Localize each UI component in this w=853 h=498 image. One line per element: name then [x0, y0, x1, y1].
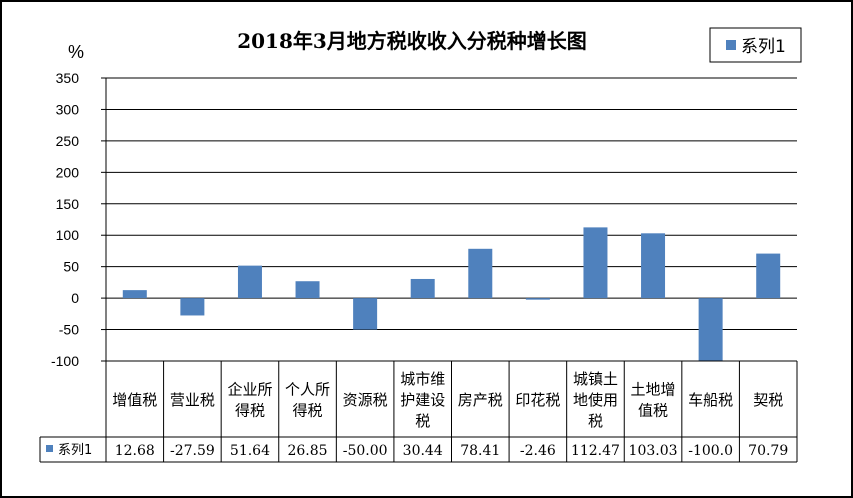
y-tick-label: 200: [56, 164, 80, 180]
bar: [353, 298, 378, 330]
data-label: 103.03: [629, 443, 678, 459]
gridlines: [101, 77, 797, 362]
x-tick-label: 土地增: [631, 381, 676, 399]
x-tick-label: 税: [588, 412, 603, 430]
x-tick-label: 印花税: [515, 391, 560, 409]
bar: [583, 227, 608, 299]
bar: [237, 265, 262, 299]
y-tick-label: -100: [51, 353, 79, 369]
x-tick-label: 车船税: [688, 391, 733, 409]
legend-label: 系列1: [741, 37, 786, 57]
data-label: 30.44: [403, 443, 443, 459]
y-tick-label: -50: [59, 322, 79, 338]
bar: [525, 298, 550, 300]
x-tick-label: 得税: [293, 402, 323, 420]
y-tick-label: 100: [56, 227, 80, 243]
data-label: 112.47: [571, 443, 620, 459]
bars: [122, 227, 781, 361]
bar: [122, 290, 147, 299]
x-tick-label: 营业税: [170, 391, 215, 409]
bar: [468, 248, 493, 299]
y-axis-unit: %: [68, 42, 84, 62]
x-tick-label: 契税: [753, 391, 783, 409]
x-tick-label: 企业所: [227, 381, 272, 399]
y-tick-label: 50: [63, 259, 79, 275]
legend: 系列1: [709, 27, 802, 63]
x-tick-label: 资源税: [343, 391, 388, 409]
x-tick-label: 增值税: [112, 391, 157, 409]
x-tick-label: 护建设: [400, 391, 445, 409]
data-label: -50.00: [343, 443, 388, 459]
x-tick-label: 得税: [235, 402, 265, 420]
x-tick-label: 地使用: [573, 391, 618, 409]
x-tick-label: 城镇土: [573, 370, 618, 388]
data-label: -2.46: [520, 443, 556, 459]
bar: [180, 298, 205, 316]
x-tick-label: 税: [415, 412, 430, 430]
data-label: 12.68: [115, 443, 155, 459]
data-label: 70.79: [748, 443, 788, 459]
table-series-name: 系列1: [58, 443, 92, 458]
data-label: -100.0: [688, 443, 733, 459]
y-tick-label: 350: [56, 70, 80, 86]
bar: [756, 253, 781, 299]
data-label: 26.85: [287, 443, 327, 459]
chart-title: 2018年3月地方税收收入分税种增长图: [237, 29, 587, 53]
y-tick-label: 0: [71, 290, 79, 306]
y-tick-label: 300: [56, 101, 80, 117]
x-tick-label: 房产税: [458, 391, 503, 409]
bar: [698, 298, 723, 361]
data-label: 78.41: [460, 443, 500, 459]
table-legend-swatch: [46, 445, 53, 452]
data-label: -27.59: [170, 443, 215, 459]
bar: [295, 281, 320, 299]
y-axis-ticks: 350 300 250 200 150 100 50 0 -50 -100: [51, 70, 79, 369]
legend-swatch: [726, 40, 736, 50]
data-label: 51.64: [230, 443, 270, 459]
bar: [641, 233, 666, 299]
y-tick-label: 150: [56, 196, 80, 212]
y-tick-label: 250: [56, 133, 80, 149]
x-tick-label: 城市维: [400, 370, 445, 388]
x-tick-label: 个人所: [285, 381, 330, 399]
x-tick-label: 值税: [638, 402, 668, 420]
bar: [410, 278, 435, 299]
